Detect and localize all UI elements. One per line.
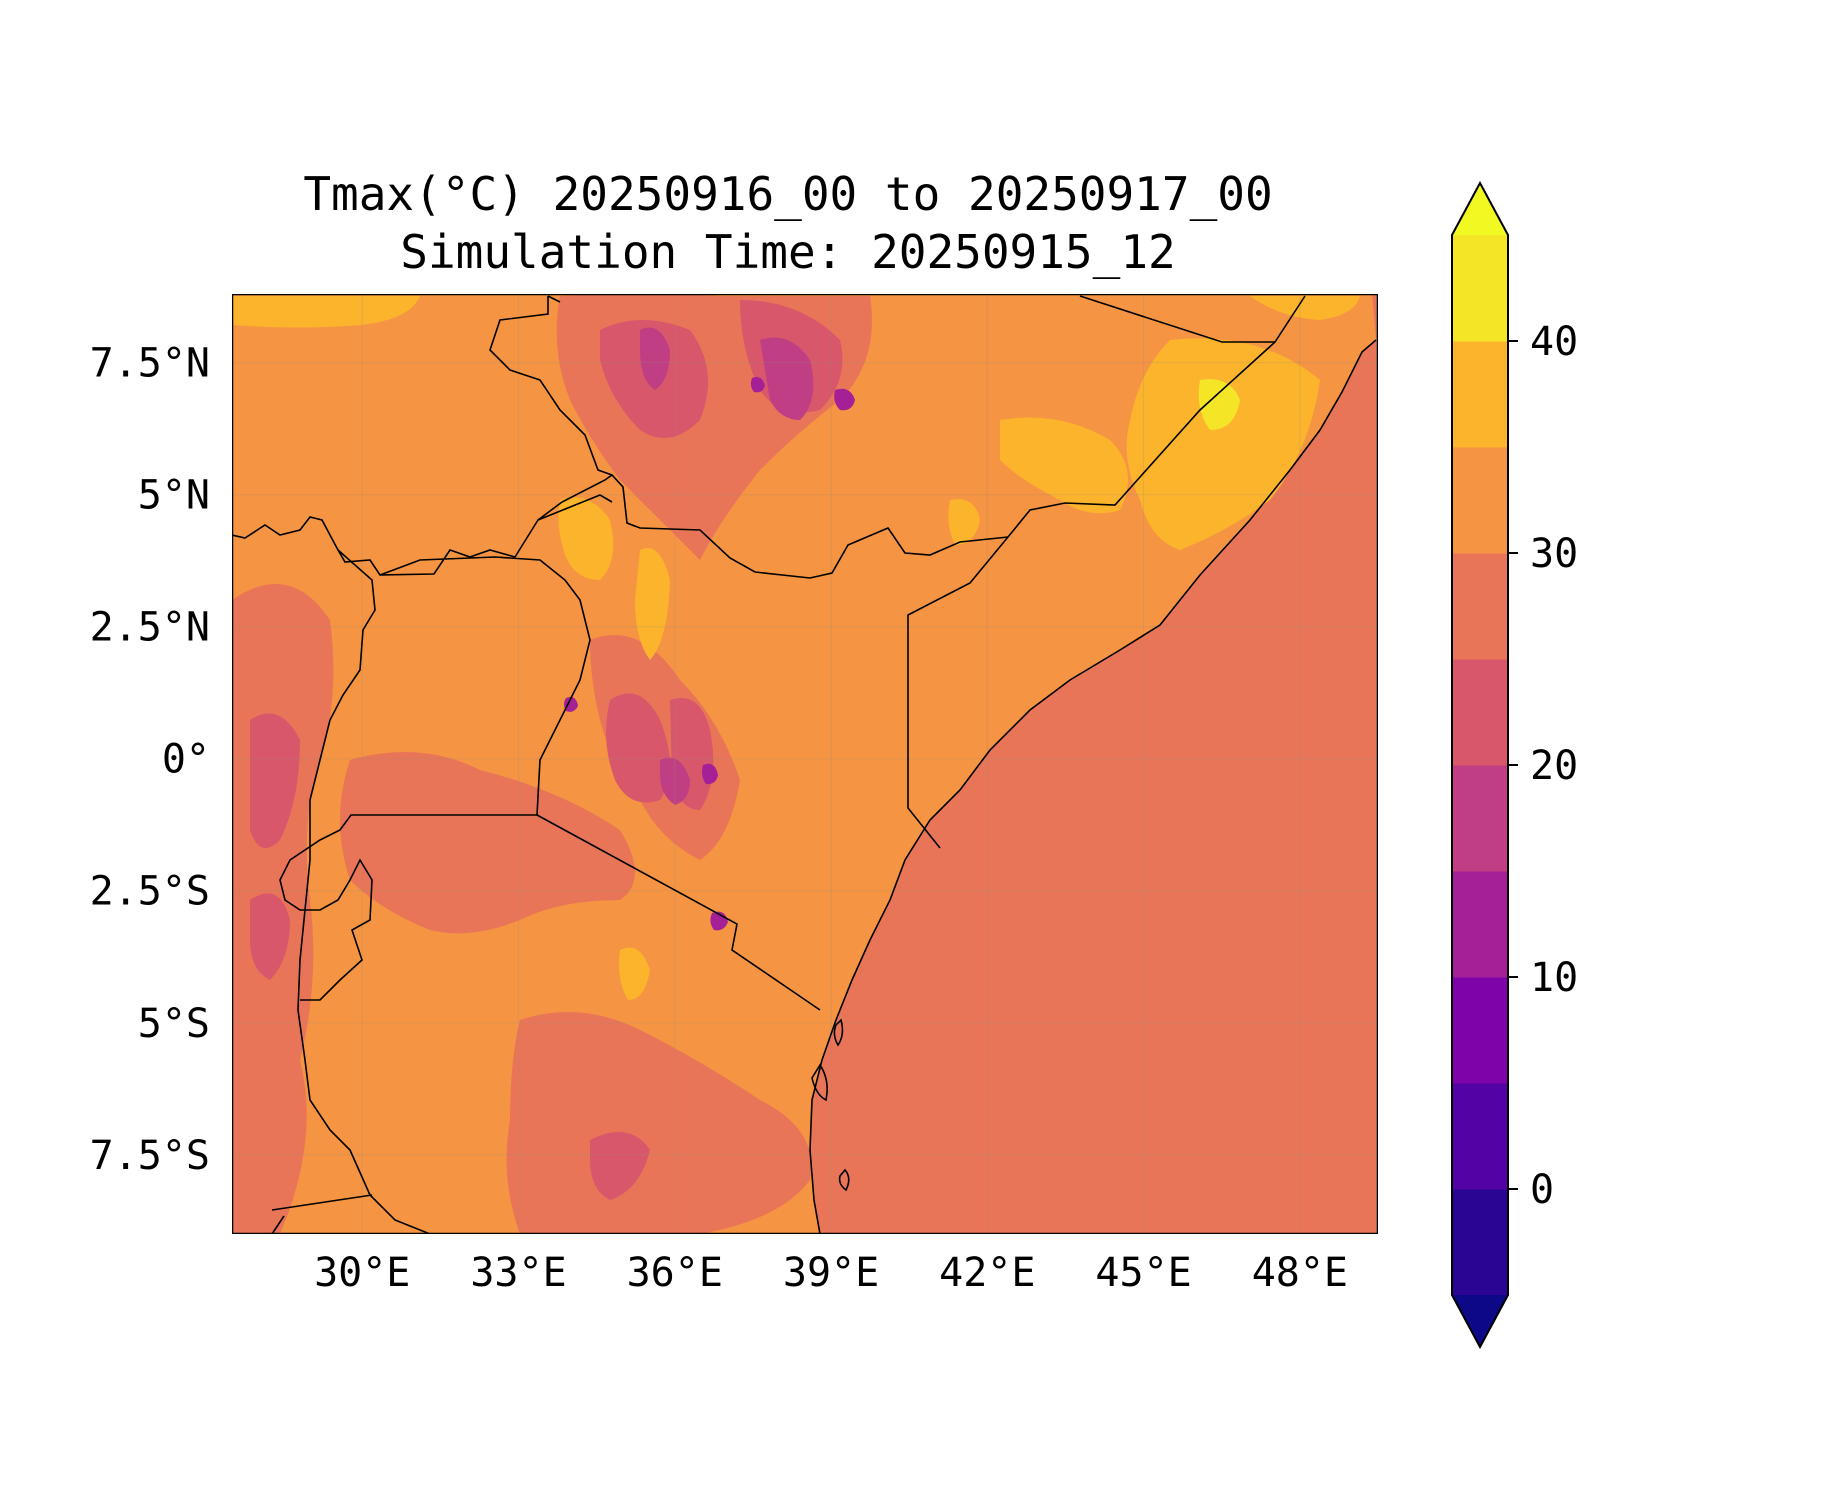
warm-temperature-regions (232, 296, 1360, 1000)
latitude-tick-labels: 7.5°N 5°N 2.5°N 0° 2.5°S 5°S 7.5°S (90, 341, 210, 1179)
lon-tick-label: 42°E (939, 1250, 1035, 1296)
colorbar-band (1452, 553, 1508, 660)
colorbar-tick-label: 10 (1530, 955, 1578, 1001)
lon-tick-label: 30°E (314, 1250, 410, 1296)
map-title-line2: Simulation Time: 20250915_12 (400, 225, 1175, 279)
colorbar-band (1452, 765, 1508, 872)
colorbar-band (1452, 1083, 1508, 1190)
colorbar-band (1452, 871, 1508, 978)
colorbar-outline (1451, 180, 1509, 1350)
lon-tick-label: 39°E (783, 1250, 879, 1296)
lon-tick-label: 33°E (470, 1250, 566, 1296)
colorbar-tick-label: 0 (1530, 1167, 1554, 1213)
colorbar-band (1452, 341, 1508, 448)
colorbar-tick-label: 30 (1530, 531, 1578, 577)
gridlines (232, 294, 1378, 1234)
country-borders (232, 295, 1377, 1234)
colorbar-tick-label: 20 (1530, 743, 1578, 789)
lat-tick-label: 7.5°S (90, 1133, 210, 1179)
colorbar-band (1452, 235, 1508, 342)
lat-tick-label: 0° (162, 737, 210, 783)
lon-tick-label: 36°E (627, 1250, 723, 1296)
map-title-line1: Tmax(°C) 20250916_00 to 20250917_00 (303, 167, 1272, 221)
map-panel (232, 294, 1378, 1234)
colorbar-tick-label: 40 (1530, 319, 1578, 365)
colorbar-band (1452, 1189, 1508, 1296)
lat-tick-label: 2.5°S (90, 869, 210, 915)
colorbar-band (1452, 659, 1508, 766)
lon-tick-label: 48°E (1252, 1250, 1348, 1296)
lat-tick-label: 5°N (138, 473, 210, 519)
land-mass (232, 294, 1376, 1234)
colorbar-extend-low (1452, 1295, 1508, 1347)
lat-tick-label: 2.5°N (90, 605, 210, 651)
colorbar-extend-high (1452, 183, 1508, 235)
cool-temperature-regions (232, 294, 872, 1234)
lat-tick-label: 5°S (138, 1001, 210, 1047)
lat-tick-label: 7.5°N (90, 341, 210, 387)
colorbar-band (1452, 977, 1508, 1084)
colorbar: 0 10 20 30 40 (1451, 180, 1578, 1350)
longitude-tick-labels: 30°E 33°E 36°E 39°E 42°E 45°E 48°E (314, 1250, 1348, 1296)
lon-tick-label: 45°E (1095, 1250, 1191, 1296)
colorbar-band (1452, 447, 1508, 554)
